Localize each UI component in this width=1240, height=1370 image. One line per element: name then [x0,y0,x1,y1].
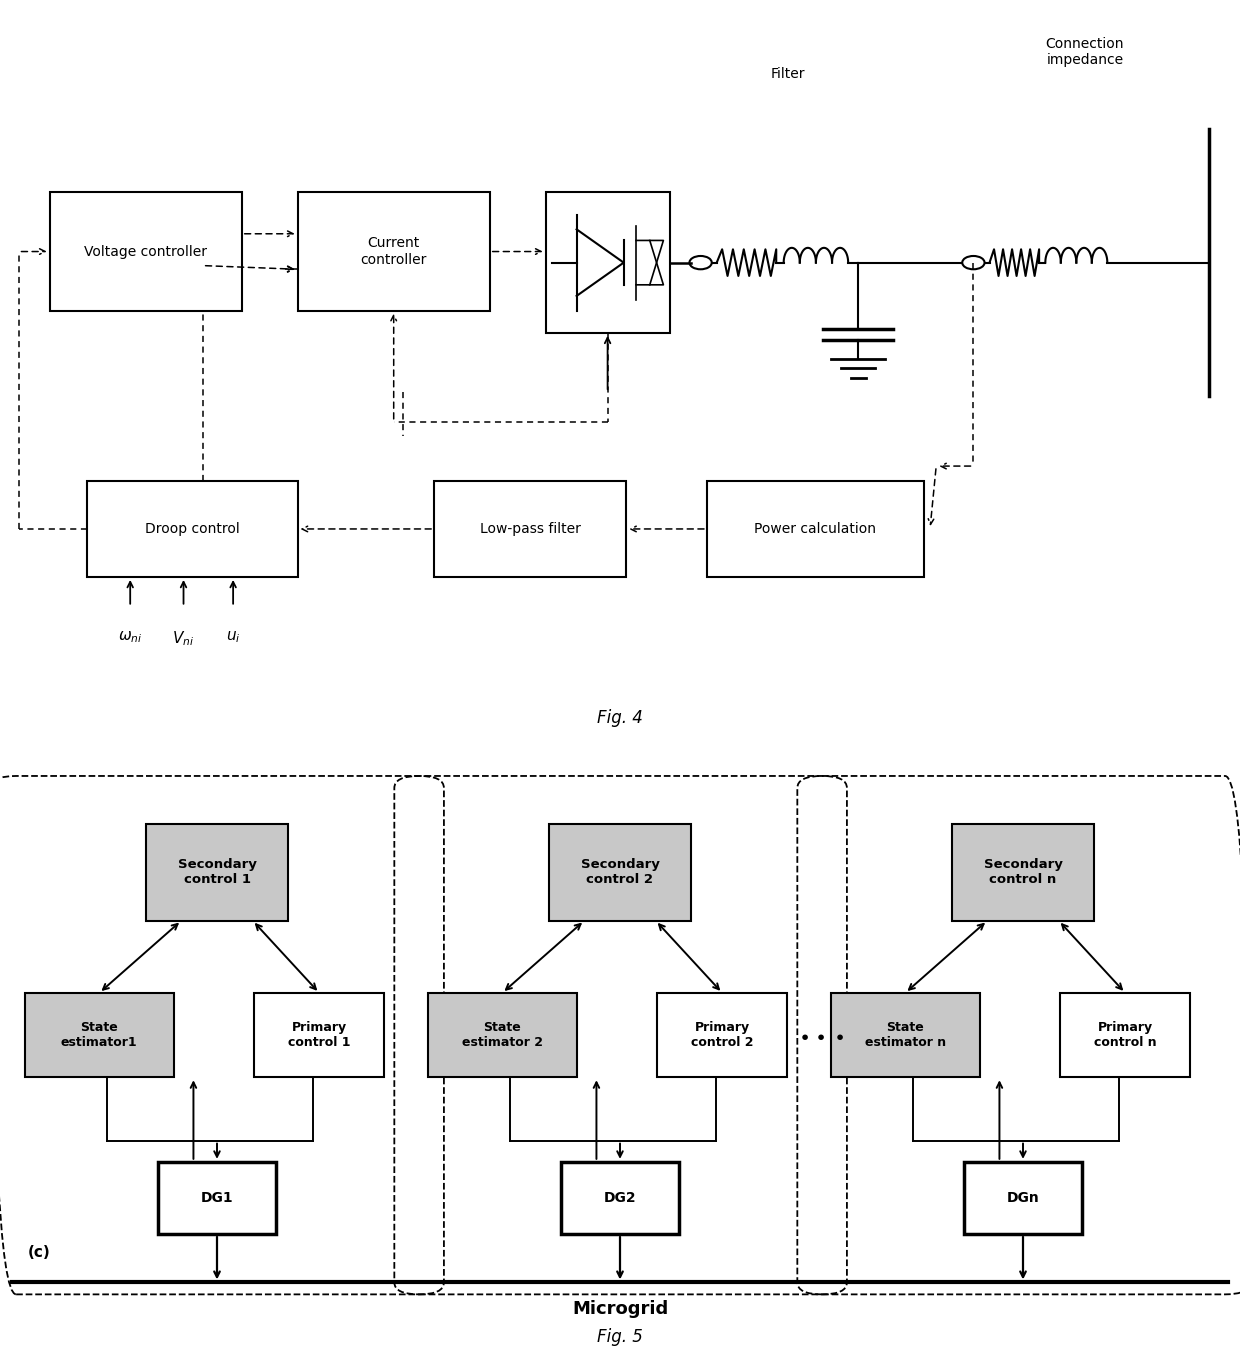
Text: Primary
control 2: Primary control 2 [691,1021,754,1049]
Bar [254,993,384,1077]
Text: Connection
impedance: Connection impedance [1045,37,1125,67]
Bar [50,192,242,311]
Bar [546,192,670,333]
Text: DGn: DGn [1007,1191,1039,1206]
Bar [952,825,1094,921]
Text: Fig. 4: Fig. 4 [598,708,642,726]
Text: Secondary
control n: Secondary control n [983,859,1063,886]
Text: Secondary
control 2: Secondary control 2 [580,859,660,886]
Text: Secondary
control 1: Secondary control 1 [177,859,257,886]
Text: DG2: DG2 [604,1191,636,1206]
Bar [146,825,288,921]
Text: Droop control: Droop control [145,522,239,536]
Text: Low-pass filter: Low-pass filter [480,522,580,536]
Text: DG1: DG1 [201,1191,233,1206]
Bar [965,1162,1081,1234]
Text: Power calculation: Power calculation [754,522,877,536]
Bar [159,1162,275,1234]
Text: $\omega_{ni}$: $\omega_{ni}$ [118,629,143,644]
Text: Fig. 5: Fig. 5 [598,1328,642,1345]
Bar [707,481,924,577]
Bar [25,993,174,1077]
Bar [428,993,577,1077]
Text: State
estimator1: State estimator1 [61,1021,138,1049]
Text: State
estimator n: State estimator n [864,1021,946,1049]
Bar [1060,993,1190,1077]
Text: $V_{ni}$: $V_{ni}$ [172,629,195,648]
Bar [298,192,490,311]
Text: Current
controller: Current controller [361,237,427,267]
Text: (c): (c) [27,1245,50,1259]
Text: Primary
control 1: Primary control 1 [288,1021,351,1049]
Text: Filter: Filter [770,67,805,81]
Bar [549,825,692,921]
Text: $u_i$: $u_i$ [226,629,241,644]
Bar [434,481,626,577]
Bar [560,1162,680,1234]
Text: Microgrid: Microgrid [572,1300,668,1318]
Text: Primary
control n: Primary control n [1094,1021,1157,1049]
Text: State
estimator 2: State estimator 2 [461,1021,543,1049]
Bar [87,481,298,577]
Bar [657,993,787,1077]
Text: Voltage controller: Voltage controller [84,244,207,259]
Bar [831,993,980,1077]
Text: $\bullet\bullet\bullet$: $\bullet\bullet\bullet$ [799,1026,844,1045]
